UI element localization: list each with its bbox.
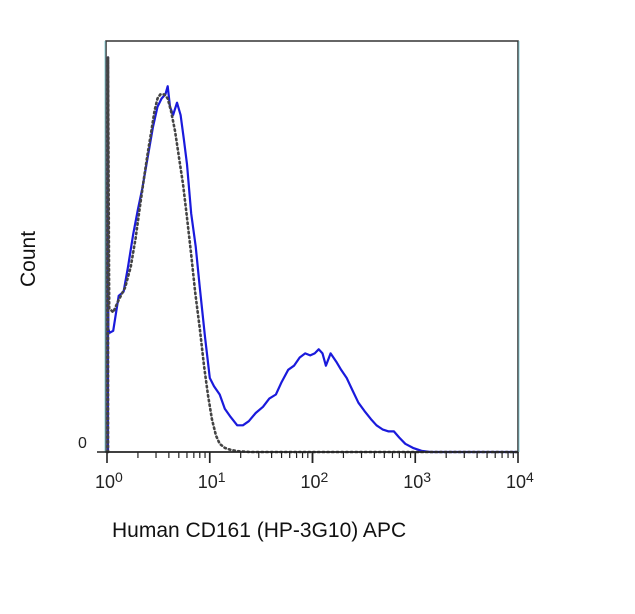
x-tick-label: 103 [403,469,432,492]
x-tick-label: 101 [197,469,226,492]
y-axis-label-wrap: Count [17,231,73,311]
series-layer [106,56,519,454]
x-tick-label: 104 [506,469,534,492]
x-tick-label: 100 [95,469,123,492]
x-tick-label: 102 [300,469,329,492]
y-zero-label: 0 [78,435,87,452]
x-axis-label: Human CD161 (HP-3G10) APC [112,519,407,542]
x-axis [106,451,519,463]
isotype-control-curve [106,56,519,454]
y-axis-label: Count [17,230,40,287]
